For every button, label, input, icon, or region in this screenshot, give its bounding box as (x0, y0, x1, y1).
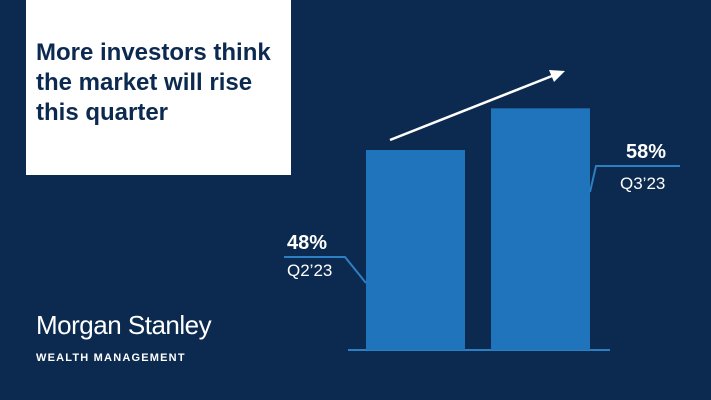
brand-logo-division: WEALTH MANAGEMENT (36, 352, 186, 364)
value-label-1: 48% (287, 232, 327, 254)
trend-arrow-line (389, 74, 553, 142)
label-connector-1 (284, 256, 367, 284)
brand-logo-name: Morgan Stanley (36, 310, 212, 340)
category-label-1: Q2’23 (287, 261, 332, 280)
value-label-2: 58% (626, 141, 666, 163)
bar-2 (491, 108, 590, 350)
category-label-2: Q3’23 (620, 174, 665, 193)
trend-arrow-head (549, 70, 565, 82)
title-panel: More investors think the market will ris… (26, 0, 291, 175)
chart-title: More investors think the market will ris… (36, 39, 271, 126)
label-connector-2 (589, 165, 680, 193)
bar-1 (366, 150, 465, 350)
